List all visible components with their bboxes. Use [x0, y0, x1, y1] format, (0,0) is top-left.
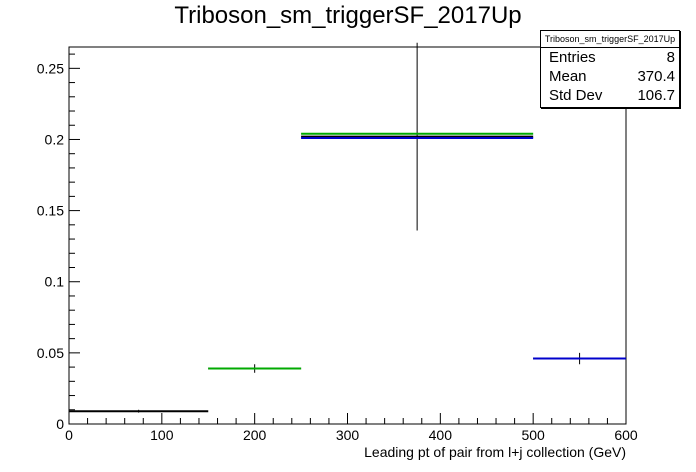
x-tick-label: 100 — [150, 427, 174, 443]
x-tick-label: 400 — [429, 427, 453, 443]
x-tick-label: 200 — [243, 427, 267, 443]
y-tick-label: 0.1 — [45, 274, 65, 290]
stats-row-entries: Entries 8 — [541, 48, 679, 67]
stats-label: Mean — [549, 68, 587, 85]
stats-row-std-dev: Std Dev 106.7 — [541, 86, 679, 105]
y-tick-label: 0.15 — [37, 203, 64, 219]
stats-box-title: Triboson_sm_triggerSF_2017Up — [541, 31, 679, 48]
x-tick-label: 600 — [614, 427, 638, 443]
stats-value: 106.7 — [637, 87, 675, 104]
stats-label: Entries — [549, 49, 596, 66]
stats-value: 8 — [666, 49, 675, 66]
x-tick-label: 500 — [521, 427, 545, 443]
x-tick-label: 300 — [336, 427, 360, 443]
y-tick-label: 0.2 — [45, 131, 65, 147]
y-tick-label: 0.05 — [37, 345, 64, 361]
y-tick-label: 0 — [56, 416, 64, 432]
stats-box: Triboson_sm_triggerSF_2017Up Entries 8 M… — [540, 30, 680, 108]
y-tick-label: 0.25 — [37, 60, 64, 76]
stats-label: Std Dev — [549, 87, 603, 104]
stats-row-mean: Mean 370.4 — [541, 67, 679, 86]
histogram-bins — [69, 42, 626, 413]
stats-value: 370.4 — [637, 68, 675, 85]
axis-ticks: 0 100 200 300 400 500 600 0 0.05 0.1 0.15 0.2 0.25 — [37, 53, 638, 443]
chart-title: Triboson_sm_triggerSF_2017Up — [174, 2, 522, 29]
x-axis-label: Leading pt of pair from l+j collection (… — [364, 444, 626, 460]
x-tick-label: 0 — [65, 427, 73, 443]
